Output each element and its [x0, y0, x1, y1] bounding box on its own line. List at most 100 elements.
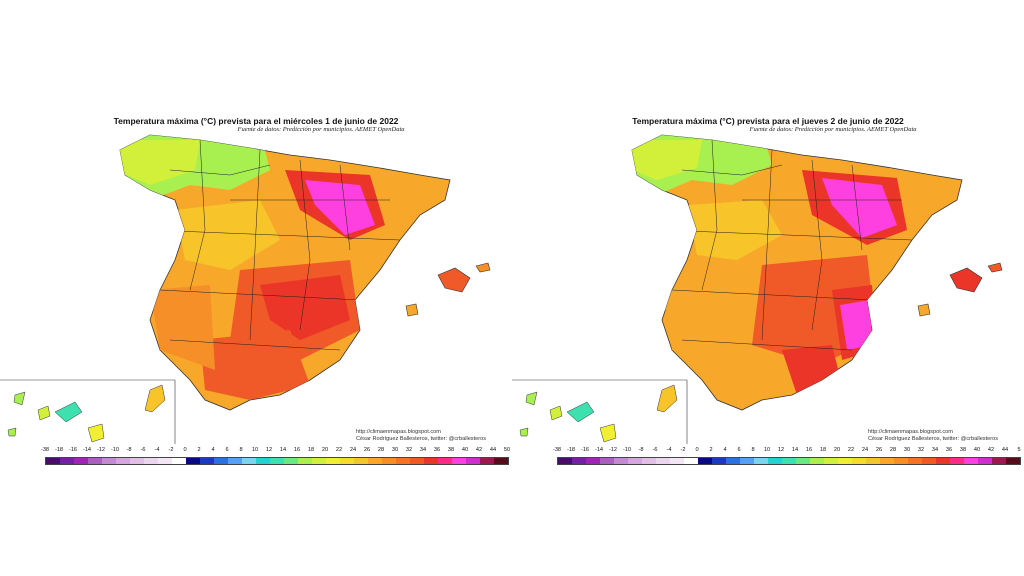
legend-swatch — [866, 458, 880, 464]
legend-tick-label: 2 — [197, 447, 201, 453]
legend-swatch — [424, 458, 438, 464]
legend-tick-label: 44 — [489, 447, 497, 453]
legend-tick-label: 32 — [917, 447, 925, 453]
legend-swatch — [880, 458, 894, 464]
legend-tick-label: -38 — [552, 447, 562, 453]
legend-swatch — [466, 458, 480, 464]
map-title: Temperatura máxima (°C) prevista para el… — [632, 116, 904, 126]
legend-swatch — [312, 458, 326, 464]
legend-swatch — [894, 458, 908, 464]
legend-swatch — [628, 458, 642, 464]
map-title: Temperatura máxima (°C) prevista para el… — [113, 116, 399, 126]
temperature-legend: -38 -18 -16 -14 -12 -10 -8 -6 -4 -2 0 2 4 6 8 10 12 14 16 1… — [41, 447, 511, 469]
legend-swatch — [354, 458, 368, 464]
credit-url: http://climaenmapas.blogspot.com — [868, 429, 953, 435]
legend-swatch — [396, 458, 410, 464]
legend-swatch — [908, 458, 922, 464]
legend-tick-label: -14 — [594, 447, 604, 453]
legend-swatch — [824, 458, 838, 464]
legend-tick-label: 42 — [987, 447, 995, 453]
legend-swatch — [698, 458, 712, 464]
legend-tick-label: 8 — [751, 447, 755, 453]
legend-swatch — [74, 458, 88, 464]
legend-tick-label: 12 — [265, 447, 273, 453]
legend-tick-labels: -38 -18 -16 -14 -12 -10 -8 -6 -4 -2 0 2 4 6 8 10 12 14 16 1… — [41, 447, 511, 457]
spain-temperature-map — [0, 134, 491, 444]
legend-swatch — [572, 458, 586, 464]
legend-swatch — [368, 458, 382, 464]
legend-tick-label: 16 — [293, 447, 301, 453]
legend-swatch — [88, 458, 102, 464]
legend-tick-label: -14 — [82, 447, 92, 453]
legend-tick-label: 40 — [973, 447, 981, 453]
legend-tick-label: 22 — [335, 447, 343, 453]
legend-swatch — [600, 458, 614, 464]
legend-swatch — [480, 458, 494, 464]
legend-tick-label: 24 — [861, 447, 869, 453]
legend-tick-label: -18 — [566, 447, 576, 453]
legend-swatch — [740, 458, 754, 464]
legend-tick-label: -4 — [666, 447, 672, 453]
legend-tick-label: -16 — [68, 447, 78, 453]
legend-tick-label: 50 — [503, 447, 511, 453]
legend-tick-label: -6 — [140, 447, 146, 453]
mainland-spain — [631, 134, 963, 411]
legend-swatch — [228, 458, 242, 464]
legend-swatch — [410, 458, 424, 464]
legend-tick-label: 40 — [461, 447, 469, 453]
legend-tick-label: 42 — [475, 447, 483, 453]
legend-tick-label: -16 — [580, 447, 590, 453]
legend-swatch — [116, 458, 130, 464]
balearic-islands — [405, 262, 491, 317]
legend-tick-label: -38 — [40, 447, 50, 453]
credit-author: César Rodríguez Ballesteros, twitter: @c… — [868, 436, 999, 442]
legend-swatch — [712, 458, 726, 464]
legend-swatch — [172, 458, 186, 464]
balearic-islands — [917, 262, 1003, 317]
temperature-legend: -38 -18 -16 -14 -12 -10 -8 -6 -4 -2 0 2 4 6 8 10 12 14 16 1… — [553, 447, 1021, 469]
legend-tick-label: 28 — [889, 447, 897, 453]
mainland-spain — [119, 134, 451, 411]
legend-swatch — [782, 458, 796, 464]
legend-swatch — [326, 458, 340, 464]
legend-swatch — [614, 458, 628, 464]
legend-tick-label: 18 — [819, 447, 827, 453]
legend-swatch — [494, 458, 508, 464]
legend-swatch — [60, 458, 74, 464]
legend-tick-label: 6 — [225, 447, 229, 453]
legend-tick-label: 38 — [959, 447, 967, 453]
legend-tick-label: 2 — [709, 447, 713, 453]
legend-tick-label: -10 — [622, 447, 632, 453]
legend-swatch — [726, 458, 740, 464]
legend-tick-label: 10 — [763, 447, 771, 453]
legend-tick-label: 36 — [433, 447, 441, 453]
legend-swatch — [200, 458, 214, 464]
legend-color-bar — [45, 457, 509, 465]
legend-tick-label: 34 — [931, 447, 939, 453]
legend-swatch — [102, 458, 116, 464]
legend-swatch — [242, 458, 256, 464]
legend-tick-label: -8 — [638, 447, 644, 453]
legend-tick-label: 22 — [847, 447, 855, 453]
legend-swatch — [642, 458, 656, 464]
legend-tick-label: -12 — [96, 447, 106, 453]
legend-tick-label: -8 — [126, 447, 132, 453]
legend-tick-label: 14 — [279, 447, 287, 453]
legend-swatch — [922, 458, 936, 464]
legend-tick-label: 32 — [405, 447, 413, 453]
legend-swatch — [852, 458, 866, 464]
legend-swatch — [214, 458, 228, 464]
legend-swatch — [950, 458, 964, 464]
map-panel-wednesday: Temperatura máxima (°C) prevista para el… — [0, 116, 511, 469]
legend-swatch — [270, 458, 284, 464]
credit-author: César Rodríguez Ballesteros, twitter: @c… — [356, 436, 487, 442]
legend-tick-label: 44 — [1001, 447, 1009, 453]
legend-swatch — [298, 458, 312, 464]
legend-tick-label: 36 — [945, 447, 953, 453]
legend-swatch — [978, 458, 992, 464]
legend-tick-label: 4 — [211, 447, 215, 453]
legend-tick-label: -2 — [680, 447, 686, 453]
legend-swatch — [186, 458, 200, 464]
legend-tick-labels: -38 -18 -16 -14 -12 -10 -8 -6 -4 -2 0 2 4 6 8 10 12 14 16 1… — [553, 447, 1021, 457]
canary-islands — [512, 379, 688, 444]
